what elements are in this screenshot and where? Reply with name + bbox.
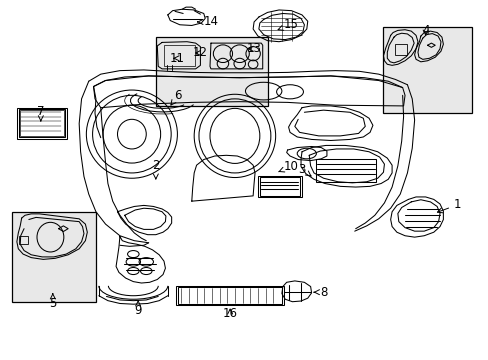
Text: 4: 4 — [421, 23, 428, 37]
Text: 1: 1 — [437, 198, 461, 213]
Bar — [178, 287, 282, 304]
Bar — [176, 286, 284, 305]
Text: 9: 9 — [134, 301, 142, 317]
Text: 14: 14 — [197, 15, 218, 28]
Bar — [20, 110, 64, 136]
Bar — [259, 177, 300, 195]
Bar — [383, 27, 471, 113]
Text: 7: 7 — [37, 105, 44, 121]
Text: 16: 16 — [222, 307, 237, 320]
Text: 11: 11 — [169, 52, 184, 65]
Bar — [12, 212, 96, 302]
Bar — [19, 109, 64, 137]
Text: 3: 3 — [298, 163, 310, 176]
Text: 12: 12 — [193, 46, 207, 59]
Text: 13: 13 — [246, 42, 261, 55]
Bar — [395, 44, 407, 55]
Text: 10: 10 — [278, 160, 298, 173]
Text: 15: 15 — [278, 18, 298, 31]
Text: 8: 8 — [313, 286, 326, 299]
Text: 2: 2 — [152, 159, 159, 179]
Bar — [17, 108, 67, 139]
Bar — [316, 159, 376, 182]
Bar — [19, 237, 28, 244]
Text: 5: 5 — [49, 294, 57, 310]
Bar — [163, 45, 195, 66]
Bar — [156, 37, 268, 106]
Bar — [257, 176, 302, 197]
Text: 6: 6 — [170, 89, 182, 105]
